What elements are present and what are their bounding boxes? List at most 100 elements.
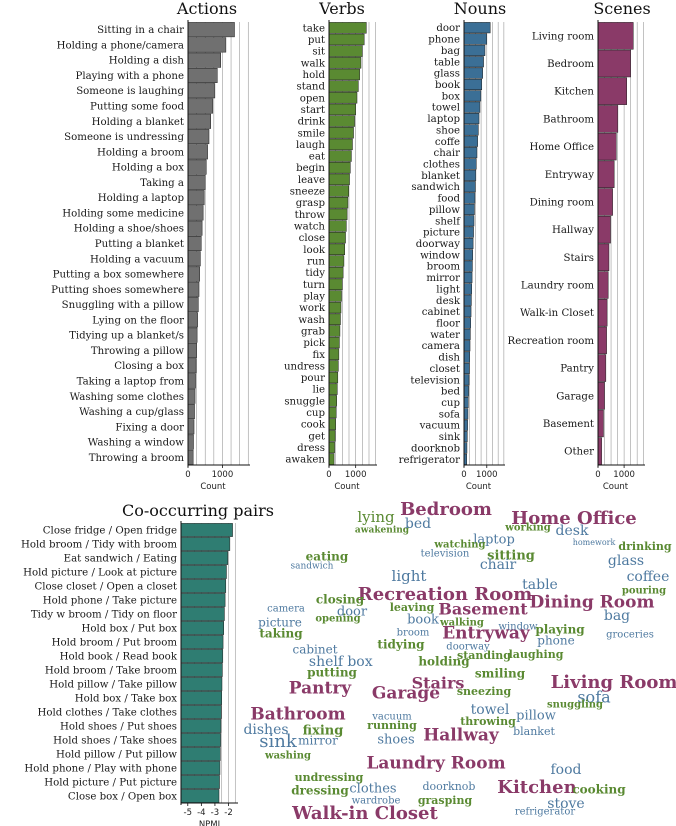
verbs-bar xyxy=(328,418,336,430)
wordcloud-word-verb: putting xyxy=(307,666,357,680)
verbs-category-label: throw xyxy=(295,210,326,221)
verbs-category-label: stand xyxy=(297,82,326,93)
scenes-category-label: Laundry room xyxy=(521,281,594,292)
wordcloud-word-scene: Entryway xyxy=(442,624,531,644)
nouns-bar xyxy=(463,306,472,318)
actions-category-label: Throwing a broom xyxy=(89,453,185,464)
pairs-category-label: Hold clothes / Take clothes xyxy=(38,708,177,719)
pairs-category-label: Close fridge / Open fridge xyxy=(43,526,177,537)
scenes-category-label: Bathroom xyxy=(543,114,594,125)
nouns-bar xyxy=(463,113,480,125)
pairs-bar xyxy=(180,775,220,789)
pairs-category-label: Eat sandwich / Eating xyxy=(64,554,178,565)
actions-category-label: Tidying up a blanket/s xyxy=(69,331,184,342)
scenes-tick-label: 1000 xyxy=(613,470,635,480)
verbs-bar xyxy=(328,231,346,244)
pairs-category-label: Hold picture / Look at picture xyxy=(23,568,177,579)
wordcloud-word-noun: broom xyxy=(397,628,430,639)
pairs-category-label: Hold phone / Play with phone xyxy=(24,764,177,775)
wordcloud-word-verb: cooking xyxy=(572,783,626,797)
verbs-category-label: start xyxy=(301,105,326,116)
verbs-category-label: open xyxy=(300,93,326,104)
verbs-bar xyxy=(328,301,342,314)
actions-bar xyxy=(187,83,216,99)
wordcloud-word-noun: television xyxy=(421,549,470,560)
actions-category-label: Holding a phone/camera xyxy=(57,40,184,51)
wordcloud-word-verb: walking xyxy=(439,618,484,629)
wordcloud-word-noun: coffee xyxy=(627,569,670,585)
actions-bar xyxy=(187,281,200,297)
verbs-bar xyxy=(328,92,358,104)
verbs-category-label: turn xyxy=(303,280,326,291)
pairs-bar xyxy=(180,705,222,719)
wordcloud-word-verb: undressing xyxy=(295,771,364,784)
nouns-bar xyxy=(463,226,474,238)
wordcloud-word-scene: Bedroom xyxy=(400,499,492,520)
verbs-category-label: wash xyxy=(298,315,325,326)
actions-bar xyxy=(187,236,202,251)
verbs-category-label: eat xyxy=(309,152,326,163)
wordcloud-word-noun: shelf xyxy=(309,654,345,670)
wordcloud-word-verb: playing xyxy=(535,623,585,637)
nouns-bar xyxy=(463,135,478,147)
verbs-category-label: sit xyxy=(312,47,325,58)
verbs-category-label: sneeze xyxy=(290,187,325,198)
actions-bar xyxy=(187,297,199,313)
verbs-bar xyxy=(328,197,349,209)
pairs-category-label: Tidy w broom / Tidy on floor xyxy=(31,610,177,621)
pairs-bar xyxy=(180,789,220,803)
scenes-category-label: Recreation room xyxy=(508,336,595,347)
wordcloud-word-verb: grasping xyxy=(418,794,473,807)
actions-category-label: Playing with a phone xyxy=(75,71,184,82)
verbs-bar xyxy=(328,336,340,349)
nouns-category-label: water xyxy=(430,330,460,341)
nouns-category-label: box xyxy=(442,91,461,102)
scenes-bar xyxy=(597,299,608,327)
actions-bar xyxy=(187,205,204,221)
nouns-category-label: sink xyxy=(439,432,461,443)
wordcloud-word-verb: lying xyxy=(357,508,395,526)
nouns-category-label: dish xyxy=(438,353,460,364)
verbs-category-label: hold xyxy=(303,70,326,81)
wordcloud-word-verb: working xyxy=(504,523,551,534)
pairs-category-label: Hold picture / Put picture xyxy=(44,778,177,789)
wordcloud-word-noun: clothes xyxy=(349,782,396,797)
nouns-bar xyxy=(463,22,491,34)
actions-category-label: Holding a dish xyxy=(109,56,185,67)
actions-bar xyxy=(187,98,214,114)
nouns-x-axis-label: Count xyxy=(466,482,492,492)
actions-category-label: Holding a blanket xyxy=(92,117,185,128)
actions-tick-label: 0 xyxy=(185,470,190,480)
verbs-bar xyxy=(328,68,360,81)
pairs-bar xyxy=(180,607,225,621)
wordcloud-word-verb: eating xyxy=(306,550,349,564)
verbs-category-label: look xyxy=(303,245,326,256)
actions-category-label: Holding a vacuum xyxy=(90,254,184,265)
verbs-category-label: smile xyxy=(298,128,325,139)
verbs-category-label: run xyxy=(307,256,325,267)
pairs-bar xyxy=(180,733,221,747)
actions-x-axis-label: Count xyxy=(200,482,226,492)
wordcloud-word-noun: cabinet xyxy=(292,643,337,657)
actions-bar xyxy=(187,174,206,190)
verbs-category-label: work xyxy=(299,303,326,314)
wordcloud-word-noun: box xyxy=(347,654,372,670)
actions-bar xyxy=(187,52,221,68)
verbs-category-label: grab xyxy=(301,326,325,337)
actions-bar xyxy=(187,22,235,38)
wordcloud-word-noun: sandwich xyxy=(291,562,334,572)
wordcloud-word-verb: snuggling xyxy=(547,700,603,711)
verbs-category-label: undress xyxy=(284,361,325,372)
wordcloud-word-verb: dressing xyxy=(291,784,349,798)
scenes-bar xyxy=(597,354,607,382)
wordcloud-word-noun: food xyxy=(550,762,581,778)
scenes-category-label: Living room xyxy=(532,31,594,42)
nouns-bar xyxy=(463,101,481,113)
wordcloud-word-noun: desk xyxy=(556,523,589,539)
wordcloud-word-noun: doorway xyxy=(446,642,490,653)
wordcloud-word-noun: doorknob xyxy=(423,780,476,793)
wordcloud-word-verb: tidying xyxy=(377,638,425,652)
nouns-bar xyxy=(463,317,471,329)
pairs-bar xyxy=(180,537,231,551)
wordcloud-word-noun: bag xyxy=(604,608,630,624)
